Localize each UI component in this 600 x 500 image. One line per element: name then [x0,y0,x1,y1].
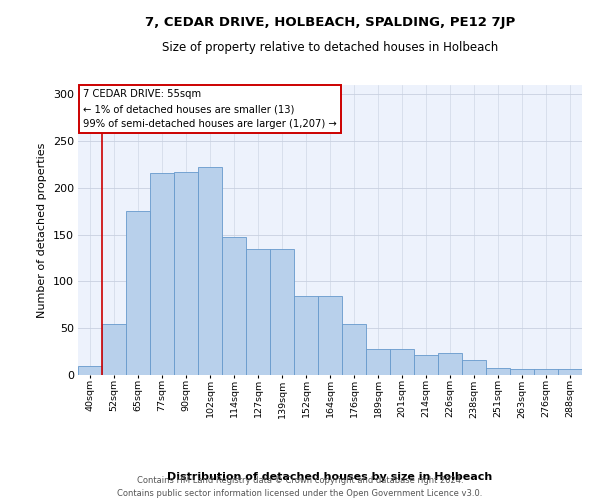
Bar [342,324,366,375]
Bar [390,349,414,375]
Bar [174,172,198,375]
Bar [246,248,270,375]
Bar [78,366,102,375]
Bar [222,238,246,375]
Text: Size of property relative to detached houses in Holbeach: Size of property relative to detached ho… [162,41,498,54]
Text: 7, CEDAR DRIVE, HOLBEACH, SPALDING, PE12 7JP: 7, CEDAR DRIVE, HOLBEACH, SPALDING, PE12… [145,16,515,29]
Bar [534,370,558,375]
Bar [462,360,486,375]
Bar [150,173,174,375]
Bar [294,296,318,375]
Bar [126,212,150,375]
Bar [438,354,462,375]
Text: Contains HM Land Registry data © Crown copyright and database right 2024.
Contai: Contains HM Land Registry data © Crown c… [118,476,482,498]
Bar [510,370,534,375]
Bar [366,349,390,375]
Text: Distribution of detached houses by size in Holbeach: Distribution of detached houses by size … [167,472,493,482]
Y-axis label: Number of detached properties: Number of detached properties [37,142,47,318]
Bar [270,248,294,375]
Bar [414,356,438,375]
Text: 7 CEDAR DRIVE: 55sqm
← 1% of detached houses are smaller (13)
99% of semi-detach: 7 CEDAR DRIVE: 55sqm ← 1% of detached ho… [83,90,337,129]
Bar [318,296,342,375]
Bar [558,370,582,375]
Bar [102,324,126,375]
Bar [486,368,510,375]
Bar [198,168,222,375]
